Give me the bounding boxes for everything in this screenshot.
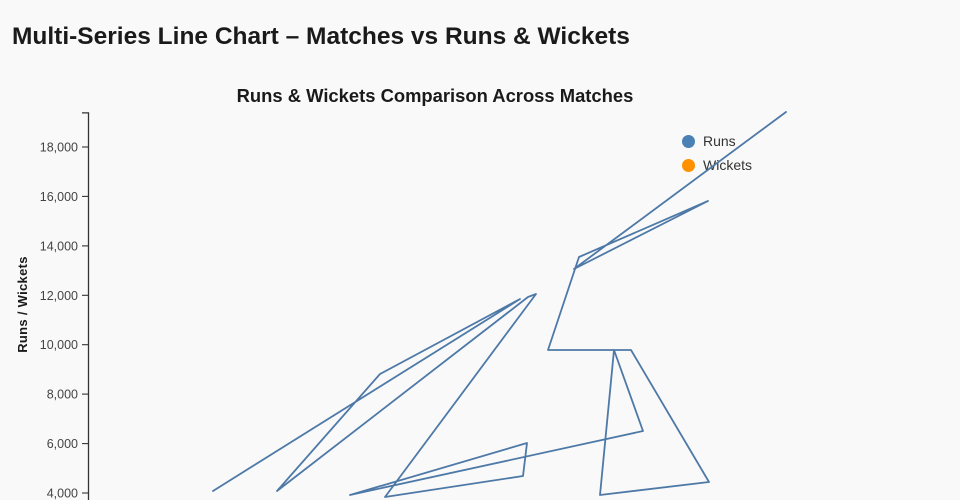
svg-text:6,000: 6,000 [47,437,78,451]
svg-text:8,000: 8,000 [47,388,78,402]
svg-text:16,000: 16,000 [40,190,78,204]
svg-text:12,000: 12,000 [40,289,78,303]
svg-text:4,000: 4,000 [47,487,78,500]
svg-text:18,000: 18,000 [40,141,78,155]
svg-text:14,000: 14,000 [40,239,78,253]
svg-text:10,000: 10,000 [40,338,78,352]
